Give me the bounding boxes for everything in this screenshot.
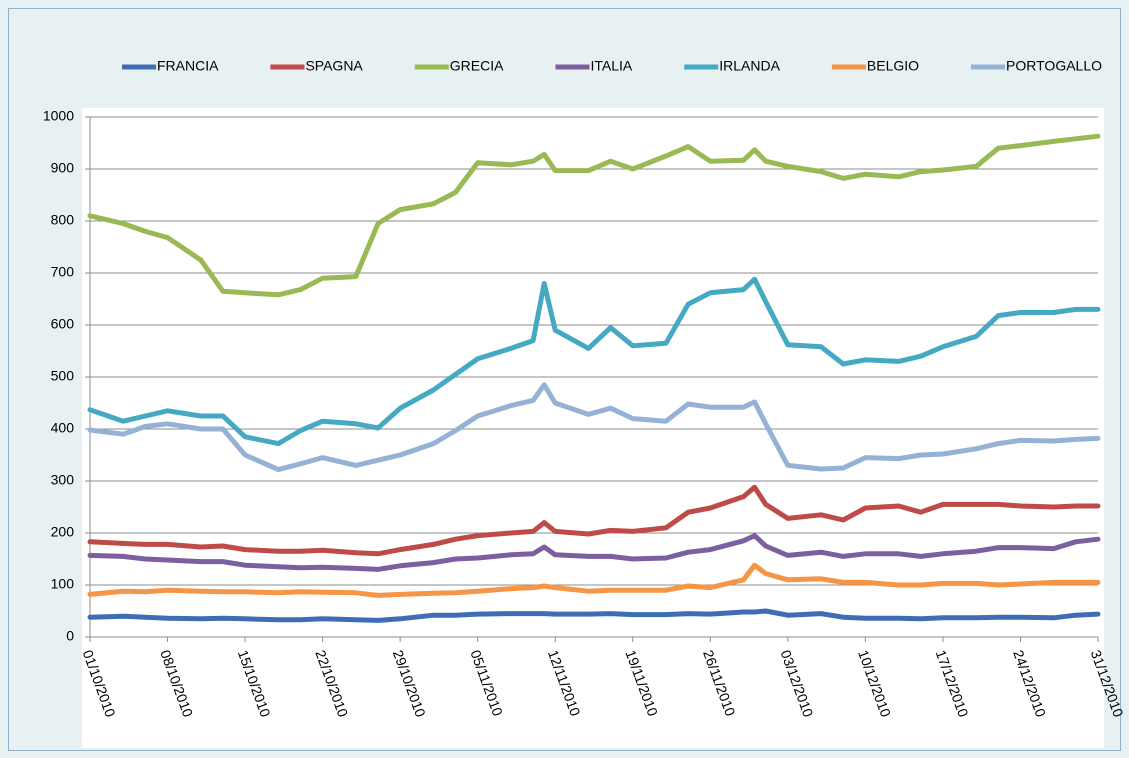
legend-label: GRECIA <box>450 58 504 74</box>
y-tick-label: 0 <box>66 628 74 644</box>
series-line <box>87 484 1101 557</box>
legend-label: PORTOGALLO <box>1006 58 1102 74</box>
series-line <box>87 533 1101 572</box>
legend-label: BELGIO <box>867 58 919 74</box>
series-line <box>87 608 1101 623</box>
legend-label: IRLANDA <box>719 58 780 74</box>
legend-label: SPAGNA <box>305 58 363 74</box>
y-tick-label: 500 <box>51 368 75 384</box>
y-tick-label: 200 <box>51 524 75 540</box>
y-tick-label: 900 <box>51 160 75 176</box>
plot-area <box>82 108 1104 748</box>
series-line <box>87 133 1101 298</box>
y-tick-label: 700 <box>51 264 75 280</box>
y-tick-label: 800 <box>51 212 75 228</box>
legend-label: FRANCIA <box>157 58 219 74</box>
y-tick-label: 100 <box>51 576 75 592</box>
series-line <box>87 276 1101 447</box>
y-tick-label: 300 <box>51 472 75 488</box>
y-tick-label: 400 <box>51 420 75 436</box>
y-tick-label: 600 <box>51 316 75 332</box>
series-line <box>87 562 1101 598</box>
legend-label: ITALIA <box>590 58 632 74</box>
y-tick-label: 1000 <box>43 108 74 124</box>
series-line <box>87 382 1101 473</box>
